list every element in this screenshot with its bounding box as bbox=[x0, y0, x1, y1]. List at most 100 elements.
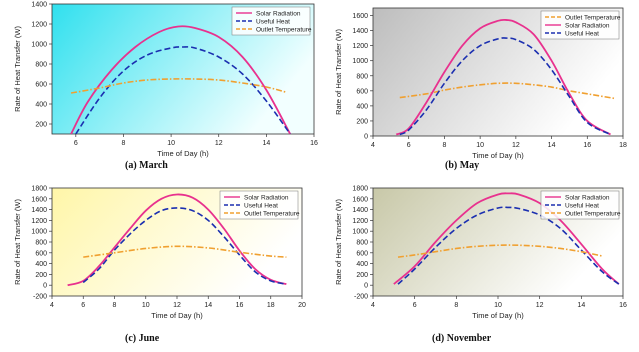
chart-march: 200 400 600 800 1000 1200 1400 6 8 10 12 14 16 Time o… bbox=[13, 2, 318, 159]
chart-panel-c: -200 0 200 400 600 800 1000 1200 1400 1600 1800 4 6 8… bbox=[0, 178, 320, 328]
x-tick-label: 6 bbox=[407, 142, 411, 149]
chart-june: -200 0 200 400 600 800 1000 1200 1400 1600 1800 4 6 8… bbox=[13, 186, 306, 321]
y-tick-label: 600 bbox=[35, 82, 47, 89]
legend-label: Solar Radiation bbox=[565, 22, 610, 29]
x-axis-label: Time of Day (h) bbox=[472, 151, 524, 160]
x-tick-label: 6 bbox=[74, 140, 78, 147]
x-tick-label: 18 bbox=[619, 142, 627, 149]
x-tick-label: 4 bbox=[50, 302, 54, 309]
legend-label: Useful Heat bbox=[565, 202, 599, 209]
series-line-outlet-temperature bbox=[399, 82, 615, 100]
y-tick-label: -200 bbox=[33, 294, 47, 301]
series-line-outlet-temperature bbox=[83, 245, 287, 258]
x-tick-label: 4 bbox=[371, 142, 375, 149]
series-group bbox=[70, 25, 291, 134]
x-tick-label: 8 bbox=[113, 302, 117, 309]
x-tick-label: 12 bbox=[512, 142, 520, 149]
y-tick-label: 1600 bbox=[352, 13, 368, 20]
y-tick-label: 0 bbox=[364, 134, 368, 141]
y-tick-label: 200 bbox=[356, 118, 368, 125]
x-tick-label: 20 bbox=[298, 302, 306, 309]
x-tick-label: 10 bbox=[167, 140, 175, 147]
chart-panel-b: 0 200 400 600 800 1000 1200 1400 1600 4 6 8 10 12 14 16… bbox=[325, 0, 635, 160]
y-tick-label: 200 bbox=[356, 272, 368, 279]
series-group bbox=[393, 192, 620, 285]
x-tick-label: 16 bbox=[583, 142, 591, 149]
legend-label: Solar Radiation bbox=[244, 194, 289, 201]
y-tick-label: 600 bbox=[356, 88, 368, 95]
y-tick-label: -200 bbox=[354, 294, 368, 301]
y-tick-label: 400 bbox=[356, 103, 368, 110]
caption-d: (d) November bbox=[432, 333, 492, 344]
x-tick-label: 6 bbox=[413, 302, 417, 309]
x-tick-label: 10 bbox=[476, 142, 484, 149]
chart-november: -200 0 200 400 600 800 1000 1200 1400 1600 1800 4 6 8… bbox=[334, 186, 627, 321]
caption-c: (c) June bbox=[125, 333, 160, 344]
y-tick-label: 1200 bbox=[31, 218, 47, 225]
series-line-useful-heat bbox=[75, 46, 291, 134]
x-tick-label: 18 bbox=[267, 302, 275, 309]
series-line-useful-heat bbox=[399, 37, 611, 136]
y-tick-label: 200 bbox=[35, 122, 47, 129]
x-tick-label: 14 bbox=[204, 302, 212, 309]
x-axis-label: Time of Day (h) bbox=[157, 149, 209, 158]
legend-label: Useful Heat bbox=[256, 18, 290, 25]
series-line-useful-heat bbox=[397, 206, 620, 285]
y-tick-label: 400 bbox=[35, 102, 47, 109]
x-tick-label: 8 bbox=[442, 142, 446, 149]
x-tick-label: 14 bbox=[548, 142, 556, 149]
legend-label: Outlet Temperature bbox=[244, 210, 300, 217]
legend-label: Useful Heat bbox=[565, 30, 599, 37]
y-tick-label: 600 bbox=[35, 250, 47, 257]
y-tick-label: 800 bbox=[356, 73, 368, 80]
y-tick-label: 1400 bbox=[31, 2, 47, 9]
y-tick-label: 0 bbox=[364, 283, 368, 290]
x-axis-label: Time of Day (h) bbox=[151, 311, 203, 320]
y-axis-label: Rate of Heat Transfer (W) bbox=[334, 199, 343, 285]
y-tick-label: 1000 bbox=[352, 58, 368, 65]
x-tick-label: 10 bbox=[142, 302, 150, 309]
x-tick-label: 8 bbox=[454, 302, 458, 309]
series-line-solar-radiation bbox=[67, 193, 287, 287]
legend-label: Outlet Temperature bbox=[565, 14, 621, 21]
y-tick-label: 1000 bbox=[31, 42, 47, 49]
series-line-outlet-temperature bbox=[397, 244, 603, 258]
y-tick-label: 1200 bbox=[352, 218, 368, 225]
x-tick-label: 6 bbox=[81, 302, 85, 309]
x-tick-label: 16 bbox=[236, 302, 244, 309]
series-line-solar-radiation bbox=[395, 18, 611, 136]
y-tick-label: 200 bbox=[35, 272, 47, 279]
x-axis-label: Time of Day (h) bbox=[472, 311, 524, 320]
x-tick-label: 4 bbox=[371, 302, 375, 309]
x-tick-label: 16 bbox=[619, 302, 627, 309]
x-tick-label: 10 bbox=[494, 302, 502, 309]
y-tick-label: 1800 bbox=[352, 186, 368, 193]
x-tick-label: 14 bbox=[577, 302, 585, 309]
legend-label: Solar Radiation bbox=[565, 194, 610, 201]
y-tick-label: 1000 bbox=[352, 229, 368, 236]
legend-label: Solar Radiation bbox=[256, 10, 301, 17]
y-tick-label: 1000 bbox=[31, 229, 47, 236]
y-tick-label: 600 bbox=[356, 250, 368, 257]
x-tick-label: 12 bbox=[173, 302, 181, 309]
y-tick-label: 0 bbox=[43, 283, 47, 290]
caption-b: (b) May bbox=[445, 160, 480, 171]
series-line-outlet-temperature bbox=[70, 78, 286, 94]
y-tick-label: 1400 bbox=[352, 207, 368, 214]
y-axis-label: Rate of Heat Transfer (W) bbox=[13, 26, 22, 112]
series-group bbox=[395, 18, 615, 136]
y-tick-label: 1800 bbox=[31, 186, 47, 193]
y-tick-label: 400 bbox=[35, 261, 47, 268]
x-tick-label: 14 bbox=[262, 140, 270, 147]
series-line-solar-radiation bbox=[393, 192, 620, 285]
caption-a: (a) March bbox=[125, 160, 168, 171]
x-tick-label: 12 bbox=[215, 140, 223, 147]
chart-may: 0 200 400 600 800 1000 1200 1400 1600 4 6 8 10 12 14 16… bbox=[334, 7, 627, 160]
chart-panel-d: -200 0 200 400 600 800 1000 1200 1400 1600 1800 4 6 8… bbox=[325, 178, 635, 328]
y-tick-label: 400 bbox=[356, 261, 368, 268]
legend-label: Useful Heat bbox=[244, 202, 278, 209]
y-tick-label: 1200 bbox=[31, 22, 47, 29]
y-tick-label: 800 bbox=[35, 240, 47, 247]
legend-label: Outlet Temperature bbox=[565, 210, 621, 217]
legend-label: Outlet Temperature bbox=[256, 26, 312, 33]
